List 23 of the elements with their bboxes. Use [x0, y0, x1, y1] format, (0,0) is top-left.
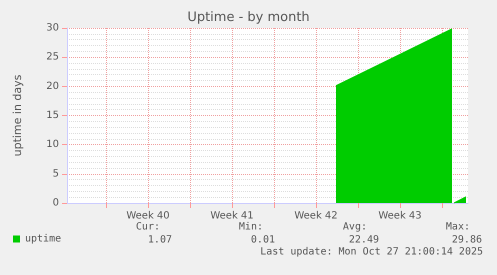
- y-tick-label: 10: [46, 139, 59, 150]
- y-tick-label: 20: [46, 80, 59, 92]
- legend-label: uptime: [25, 234, 62, 244]
- y-tick-label: 25: [46, 52, 59, 63]
- text: 1.07: [148, 234, 172, 246]
- x-tick-label: Week 42: [294, 210, 338, 222]
- y-tick-label: 0: [52, 198, 59, 208]
- x-tick-label: Week 40: [126, 210, 170, 222]
- text: Avg:: [342, 222, 367, 232]
- y-tick-label: 5: [52, 168, 59, 180]
- x-tick-label: Week 41: [210, 210, 254, 222]
- text: Min:: [238, 222, 263, 232]
- text: Cur:: [136, 222, 160, 232]
- text: Max:: [446, 222, 470, 232]
- text: Last update: Mon Oct 27 21:00:14 2025: [260, 246, 484, 258]
- text: 29.86: [452, 234, 482, 246]
- y-tick-label: 30: [46, 22, 59, 34]
- chart-title: Uptime - by month: [187, 10, 310, 25]
- text: 22.49: [348, 234, 379, 246]
- y-axis-title: uptime in days: [11, 74, 24, 156]
- y-tick-label: 15: [46, 110, 59, 121]
- text: 0.01: [250, 234, 275, 246]
- x-tick-label: Week 43: [378, 210, 422, 222]
